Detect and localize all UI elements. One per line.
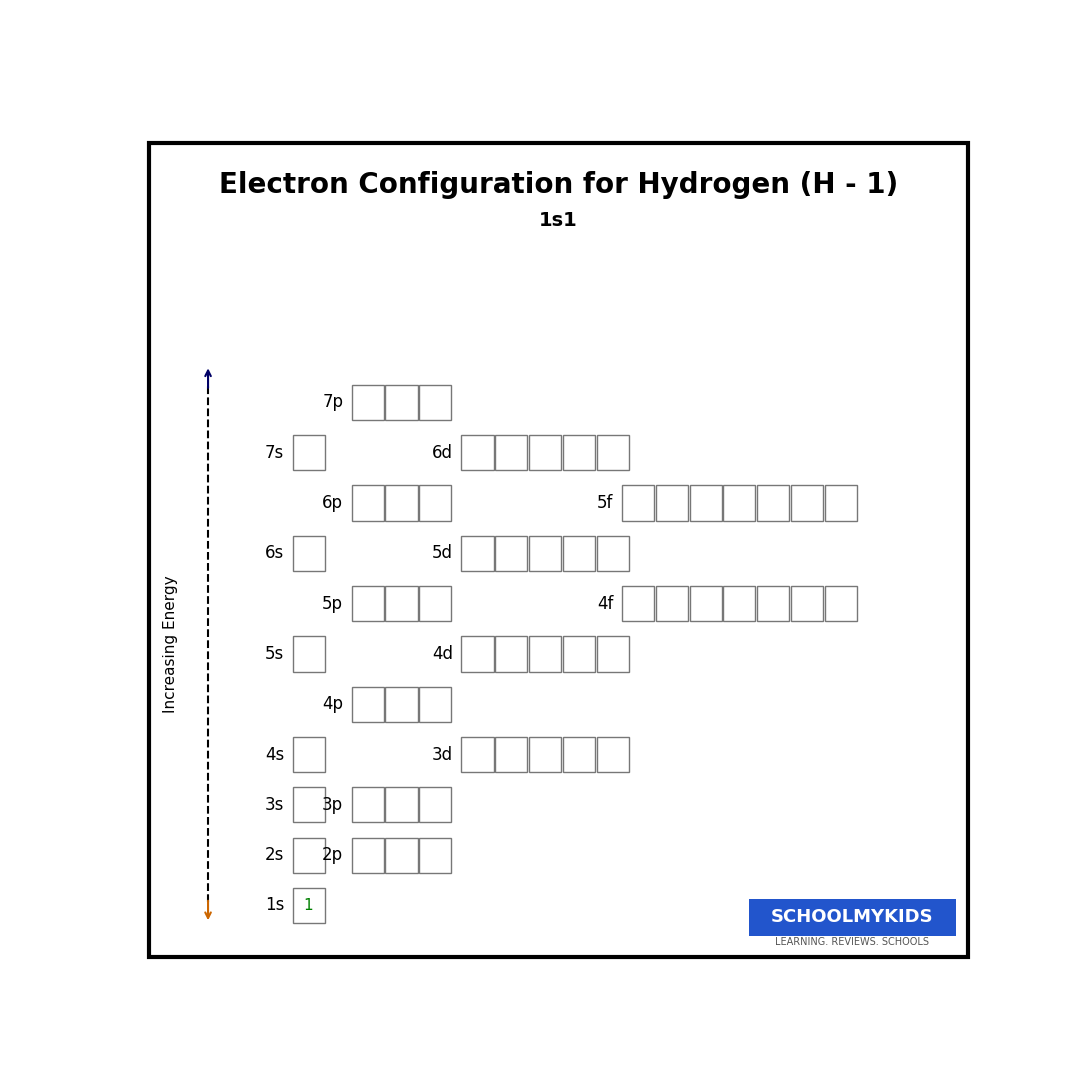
Bar [420,384,451,420]
Text: 7s: 7s [265,443,284,462]
Bar [420,486,451,521]
Bar [420,787,451,822]
Bar [690,586,722,621]
Text: 3s: 3s [265,796,284,813]
Bar [461,536,494,571]
Bar [825,486,857,521]
Text: Electron Configuration for Hydrogen (H - 1): Electron Configuration for Hydrogen (H -… [219,171,898,199]
Text: LEARNING. REVIEWS. SCHOOLS: LEARNING. REVIEWS. SCHOOLS [775,938,929,947]
Text: 4s: 4s [265,746,284,763]
Text: 2p: 2p [322,846,343,865]
Bar [622,486,654,521]
Bar [386,787,417,822]
Bar [386,687,417,722]
Text: SCHOOLMYKIDS: SCHOOLMYKIDS [771,908,933,927]
Bar [791,586,823,621]
Bar [495,436,528,470]
Bar [758,486,789,521]
Bar [529,536,561,571]
Bar [656,586,688,621]
Bar [352,384,384,420]
Bar [352,687,384,722]
Bar [529,636,561,672]
Bar [495,536,528,571]
Bar [622,586,654,621]
Bar [352,486,384,521]
Text: 6p: 6p [323,494,343,512]
Bar [292,636,325,672]
Bar [292,536,325,571]
Bar [292,787,325,822]
Bar [461,436,494,470]
Bar [562,536,595,571]
Bar [596,436,629,470]
Text: 5f: 5f [597,494,614,512]
Text: 6s: 6s [265,544,284,562]
Bar [596,536,629,571]
Text: 5d: 5d [432,544,453,562]
Bar [758,586,789,621]
Text: 6d: 6d [432,443,453,462]
Text: 3p: 3p [322,796,343,813]
Bar [386,586,417,621]
Bar [495,636,528,672]
Text: 7p: 7p [323,393,343,412]
Bar [386,384,417,420]
Bar [690,486,722,521]
Text: 1s: 1s [265,896,284,915]
Text: 3d: 3d [432,746,453,763]
Text: 4f: 4f [597,595,614,613]
Text: 1: 1 [304,898,314,913]
Bar [420,687,451,722]
Bar [420,837,451,872]
Bar [724,586,755,621]
Bar [656,486,688,521]
Text: 1s1: 1s1 [540,211,578,230]
Text: 4p: 4p [323,695,343,713]
Bar [495,737,528,772]
Bar [420,586,451,621]
Text: 5p: 5p [323,595,343,613]
Bar [386,837,417,872]
Bar [461,636,494,672]
Bar [791,486,823,521]
Bar [292,737,325,772]
Text: Increasing Energy: Increasing Energy [162,575,178,713]
Bar [292,436,325,470]
Bar [292,888,325,923]
Bar [749,898,956,935]
Bar [562,436,595,470]
Bar [529,737,561,772]
Bar [292,837,325,872]
Bar [596,636,629,672]
Bar [529,436,561,470]
Bar [352,837,384,872]
Bar [352,787,384,822]
Bar [352,586,384,621]
Bar [562,636,595,672]
Bar [825,586,857,621]
Bar [461,737,494,772]
Text: 5s: 5s [265,645,284,663]
Bar [724,486,755,521]
Text: 4d: 4d [432,645,453,663]
Bar [386,486,417,521]
Text: 2s: 2s [265,846,284,865]
Bar [596,737,629,772]
Bar [562,737,595,772]
